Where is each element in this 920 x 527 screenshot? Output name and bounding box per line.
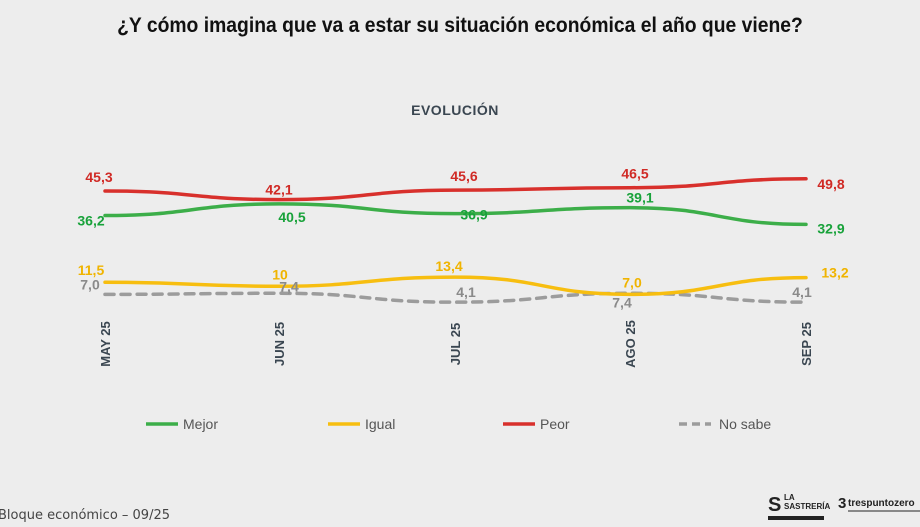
logo-tagline — [848, 510, 920, 512]
data-label-no-sabe: 4,1 — [456, 284, 476, 300]
data-label-igual: 10 — [272, 266, 288, 282]
logo-bar — [768, 516, 824, 520]
data-label-igual: 13,4 — [435, 258, 462, 274]
chart-title: ¿Y cómo imagina que va a estar su situac… — [117, 14, 803, 37]
x-tick-label: JUN 25 — [272, 322, 287, 366]
legend-label: Igual — [365, 416, 395, 432]
legend-label: No sabe — [719, 416, 771, 432]
series-line-peor — [103, 177, 808, 202]
series-line-igual — [103, 275, 808, 297]
legend-label: Peor — [540, 416, 570, 432]
series-line-no-sabe — [103, 291, 808, 304]
x-tick-label: MAY 25 — [98, 321, 113, 367]
data-label-no-sabe: 4,1 — [792, 284, 812, 300]
x-tick-label: JUL 25 — [448, 323, 463, 365]
x-tick-label: SEP 25 — [799, 322, 814, 366]
data-label-no-sabe: 7,0 — [80, 276, 100, 292]
data-label-no-sabe: 7,4 — [279, 278, 299, 294]
data-label-peor: 42,1 — [265, 182, 292, 198]
data-label-no-sabe: 7,4 — [612, 294, 632, 310]
data-label-igual: 11,5 — [78, 262, 105, 278]
la-sastreria-logo-text: LA SASTRERÍA — [784, 493, 831, 511]
trespuntozero-logo-text: trespuntozero — [848, 498, 915, 509]
data-label-igual: 7,0 — [622, 274, 642, 290]
la-sastreria-logo-icon: S — [768, 494, 782, 516]
x-tick-label: AGO 25 — [623, 320, 638, 368]
series-line-mejor — [103, 202, 808, 227]
data-label-peor: 45,6 — [450, 168, 477, 184]
data-label-igual: 13,2 — [821, 265, 848, 281]
data-label-peor: 45,3 — [85, 169, 112, 185]
data-label-mejor: 36,2 — [77, 213, 104, 229]
la-sastreria-logo: S LA SASTRERÍA — [768, 492, 830, 522]
chart-subtitle: EVOLUCIÓN — [411, 102, 499, 118]
data-label-mejor: 39,1 — [626, 190, 653, 206]
legend-label: Mejor — [183, 416, 218, 432]
data-label-mejor: 32,9 — [817, 220, 844, 236]
data-label-peor: 46,5 — [621, 166, 648, 182]
footer-text: Bloque económico – 09/25 — [0, 508, 171, 523]
trespuntozero-logo-icon: 3 — [838, 495, 847, 512]
data-label-mejor: 36,9 — [460, 207, 487, 223]
trespuntozero-logo: 3 trespuntozero — [838, 496, 920, 520]
data-label-mejor: 40,5 — [278, 209, 305, 225]
data-label-peor: 49,8 — [817, 176, 844, 192]
